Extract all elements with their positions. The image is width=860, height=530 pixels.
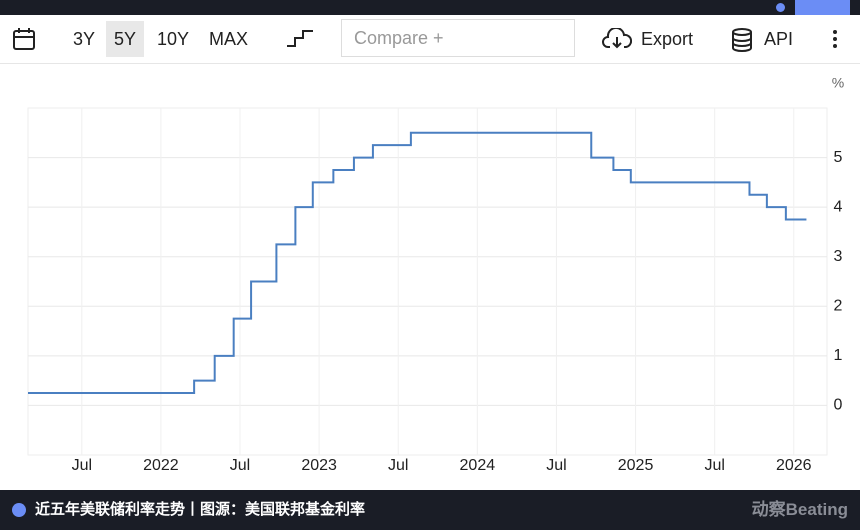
x-tick-label: 2024 — [460, 457, 496, 474]
caption: 近五年美联储利率走势丨图源：美国联邦基金利率 — [35, 501, 366, 518]
top-button[interactable] — [795, 0, 850, 15]
x-tick-label: Jul — [72, 457, 92, 474]
footer-dot — [12, 503, 26, 517]
api-icon[interactable] — [731, 27, 753, 53]
y-tick-label: 2 — [834, 298, 843, 315]
range-button[interactable]: 5Y — [106, 21, 145, 57]
y-tick-label: 0 — [834, 397, 843, 414]
step-icon[interactable] — [286, 29, 314, 49]
chart: % 0 1 2 3 4 5 Jul 2022 Jul 2023 Jul 2024 Jul 2025 Jul 2… — [27, 75, 844, 474]
x-tick-label: Jul — [230, 457, 250, 474]
y-tick-label: 5 — [834, 149, 843, 166]
plot-frame — [27, 107, 828, 456]
more-icon[interactable] — [830, 29, 840, 51]
export-icon[interactable] — [602, 28, 632, 50]
y-unit: % — [832, 75, 844, 91]
x-tick-label: 2022 — [143, 457, 179, 474]
x-tick-label: Jul — [704, 457, 724, 474]
api-button[interactable]: API — [764, 29, 794, 49]
top-bar — [0, 0, 860, 15]
x-tick-label: Jul — [388, 457, 408, 474]
y-tick-label: 1 — [834, 347, 843, 364]
watermark: 动察Beating — [751, 500, 848, 519]
y-tick-label: 4 — [834, 198, 843, 215]
x-tick-label: 2026 — [776, 457, 812, 474]
calendar-icon[interactable] — [12, 27, 36, 51]
x-tick-label: Jul — [546, 457, 566, 474]
range-button[interactable]: 10Y — [157, 29, 190, 49]
range-button[interactable]: MAX — [209, 29, 249, 49]
footer: 近五年美联储利率走势丨图源：美国联邦基金利率 动察Beating — [0, 490, 860, 530]
export-button[interactable]: Export — [641, 29, 694, 49]
x-tick-label: 2023 — [301, 457, 337, 474]
compare-input[interactable]: Compare + — [341, 19, 575, 57]
y-tick-label: 3 — [834, 248, 843, 265]
x-tick-label: 2025 — [618, 457, 654, 474]
toolbar: 3Y 5Y 10Y MAX Compare + Export API — [0, 15, 860, 64]
range-button[interactable]: 3Y — [73, 29, 96, 49]
line — [28, 131, 807, 395]
indicator — [776, 3, 785, 12]
